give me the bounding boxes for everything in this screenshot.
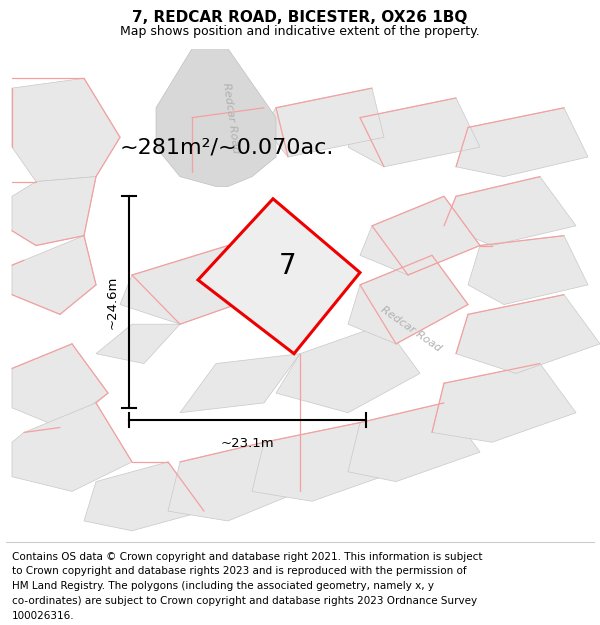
Polygon shape: [96, 324, 180, 364]
Text: 100026316.: 100026316.: [12, 611, 74, 621]
Text: 7, REDCAR ROAD, BICESTER, OX26 1BQ: 7, REDCAR ROAD, BICESTER, OX26 1BQ: [133, 10, 467, 25]
Polygon shape: [348, 256, 468, 344]
Text: ~23.1m: ~23.1m: [221, 438, 274, 451]
Polygon shape: [192, 107, 276, 172]
Polygon shape: [12, 78, 120, 181]
Polygon shape: [456, 294, 600, 373]
Text: Redcar Road: Redcar Road: [221, 82, 241, 154]
Text: to Crown copyright and database rights 2023 and is reproduced with the permissio: to Crown copyright and database rights 2…: [12, 566, 467, 576]
Polygon shape: [120, 246, 264, 324]
Polygon shape: [180, 354, 300, 412]
Polygon shape: [12, 236, 96, 314]
Polygon shape: [348, 403, 480, 482]
Polygon shape: [444, 177, 576, 246]
Text: ~281m²/~0.070ac.: ~281m²/~0.070ac.: [120, 137, 334, 157]
Polygon shape: [12, 403, 132, 491]
Text: HM Land Registry. The polygons (including the associated geometry, namely x, y: HM Land Registry. The polygons (includin…: [12, 581, 434, 591]
Polygon shape: [168, 442, 300, 521]
Polygon shape: [264, 88, 384, 157]
Polygon shape: [456, 107, 588, 177]
Polygon shape: [198, 199, 360, 354]
Text: ~24.6m: ~24.6m: [105, 276, 118, 329]
Text: Redcar Road: Redcar Road: [379, 304, 443, 354]
Polygon shape: [252, 422, 396, 501]
Polygon shape: [84, 462, 204, 531]
Polygon shape: [432, 364, 576, 442]
Text: Contains OS data © Crown copyright and database right 2021. This information is : Contains OS data © Crown copyright and d…: [12, 552, 482, 562]
Polygon shape: [156, 49, 276, 186]
Text: 7: 7: [278, 253, 296, 281]
Polygon shape: [360, 196, 480, 275]
Polygon shape: [12, 344, 108, 428]
Polygon shape: [468, 236, 588, 304]
Polygon shape: [348, 98, 480, 167]
Polygon shape: [276, 324, 420, 412]
Text: co-ordinates) are subject to Crown copyright and database rights 2023 Ordnance S: co-ordinates) are subject to Crown copyr…: [12, 596, 477, 606]
Polygon shape: [12, 177, 96, 246]
Text: Map shows position and indicative extent of the property.: Map shows position and indicative extent…: [120, 25, 480, 38]
